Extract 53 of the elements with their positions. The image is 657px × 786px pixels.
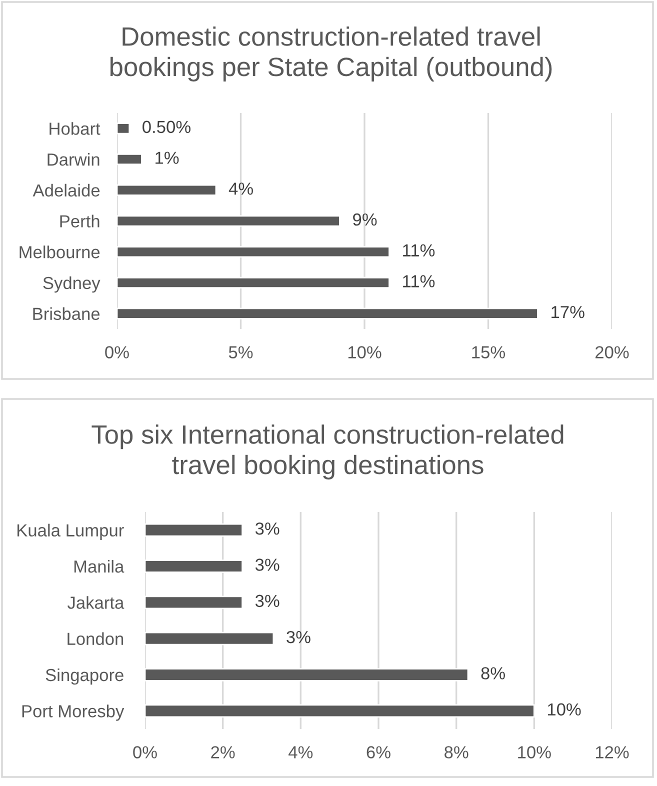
x-tick-label: 8%	[444, 746, 468, 758]
y-tick-label: Adelaide	[32, 184, 100, 197]
y-tick-label: Kuala Lumpur	[18, 524, 124, 540]
x-tick-label: 20%	[596, 346, 629, 358]
bar	[117, 246, 390, 258]
y-tick-label: London	[68, 632, 124, 646]
x-tick-label: 6%	[366, 746, 390, 758]
x-tick-label: 0%	[105, 346, 129, 358]
bar	[145, 523, 243, 537]
bar	[117, 184, 217, 196]
data-label: 0.50%	[142, 120, 190, 134]
x-tick-label: 5%	[228, 346, 253, 358]
data-label: 9%	[353, 213, 377, 226]
y-tick-label: Port Moresby	[22, 704, 124, 721]
x-tick-label: 10%	[518, 746, 551, 758]
bar	[145, 632, 274, 646]
data-label: 10%	[548, 703, 581, 716]
data-label: 8%	[481, 667, 505, 680]
y-tick-label: Manila	[74, 560, 124, 573]
data-label: 17%	[552, 306, 584, 318]
y-tick-label: Darwin	[48, 152, 100, 166]
data-label: 3%	[286, 630, 310, 644]
y-tick-label: Brisbane	[33, 307, 100, 320]
bar	[117, 308, 538, 320]
x-tick-label: 15%	[472, 346, 506, 358]
y-tick-label: Perth	[60, 214, 100, 228]
y-tick-label: Jakarta	[68, 596, 124, 609]
data-label: 3%	[255, 522, 280, 535]
chart-title: Top six International construction-related travel booking destinations	[92, 424, 564, 480]
x-tick-label: 10%	[348, 346, 382, 358]
data-label: 11%	[403, 244, 435, 256]
data-label: 11%	[403, 275, 435, 288]
y-tick-label: Hobart	[50, 122, 100, 135]
bar	[145, 560, 243, 573]
x-tick-label: 4%	[288, 746, 313, 758]
y-tick-label: Melbourne	[20, 246, 100, 258]
bar	[145, 704, 535, 718]
x-tick-label: 12%	[596, 746, 629, 758]
x-tick-label: 2%	[211, 746, 235, 758]
bar	[117, 276, 390, 288]
chart-title: Domestic construction-related travel bookings per State Capital (outbound)	[110, 26, 552, 82]
y-tick-label: Singapore	[46, 668, 124, 685]
data-label: 3%	[255, 558, 280, 571]
bar	[145, 596, 243, 610]
bar	[117, 122, 130, 134]
data-label: 1%	[156, 152, 179, 164]
x-tick-label: 0%	[133, 746, 157, 758]
y-tick-label: Sydney	[43, 276, 100, 293]
bar	[117, 154, 142, 166]
bar	[145, 668, 469, 682]
bar	[117, 215, 340, 227]
data-label: 3%	[255, 594, 280, 608]
data-label: 4%	[228, 182, 253, 195]
